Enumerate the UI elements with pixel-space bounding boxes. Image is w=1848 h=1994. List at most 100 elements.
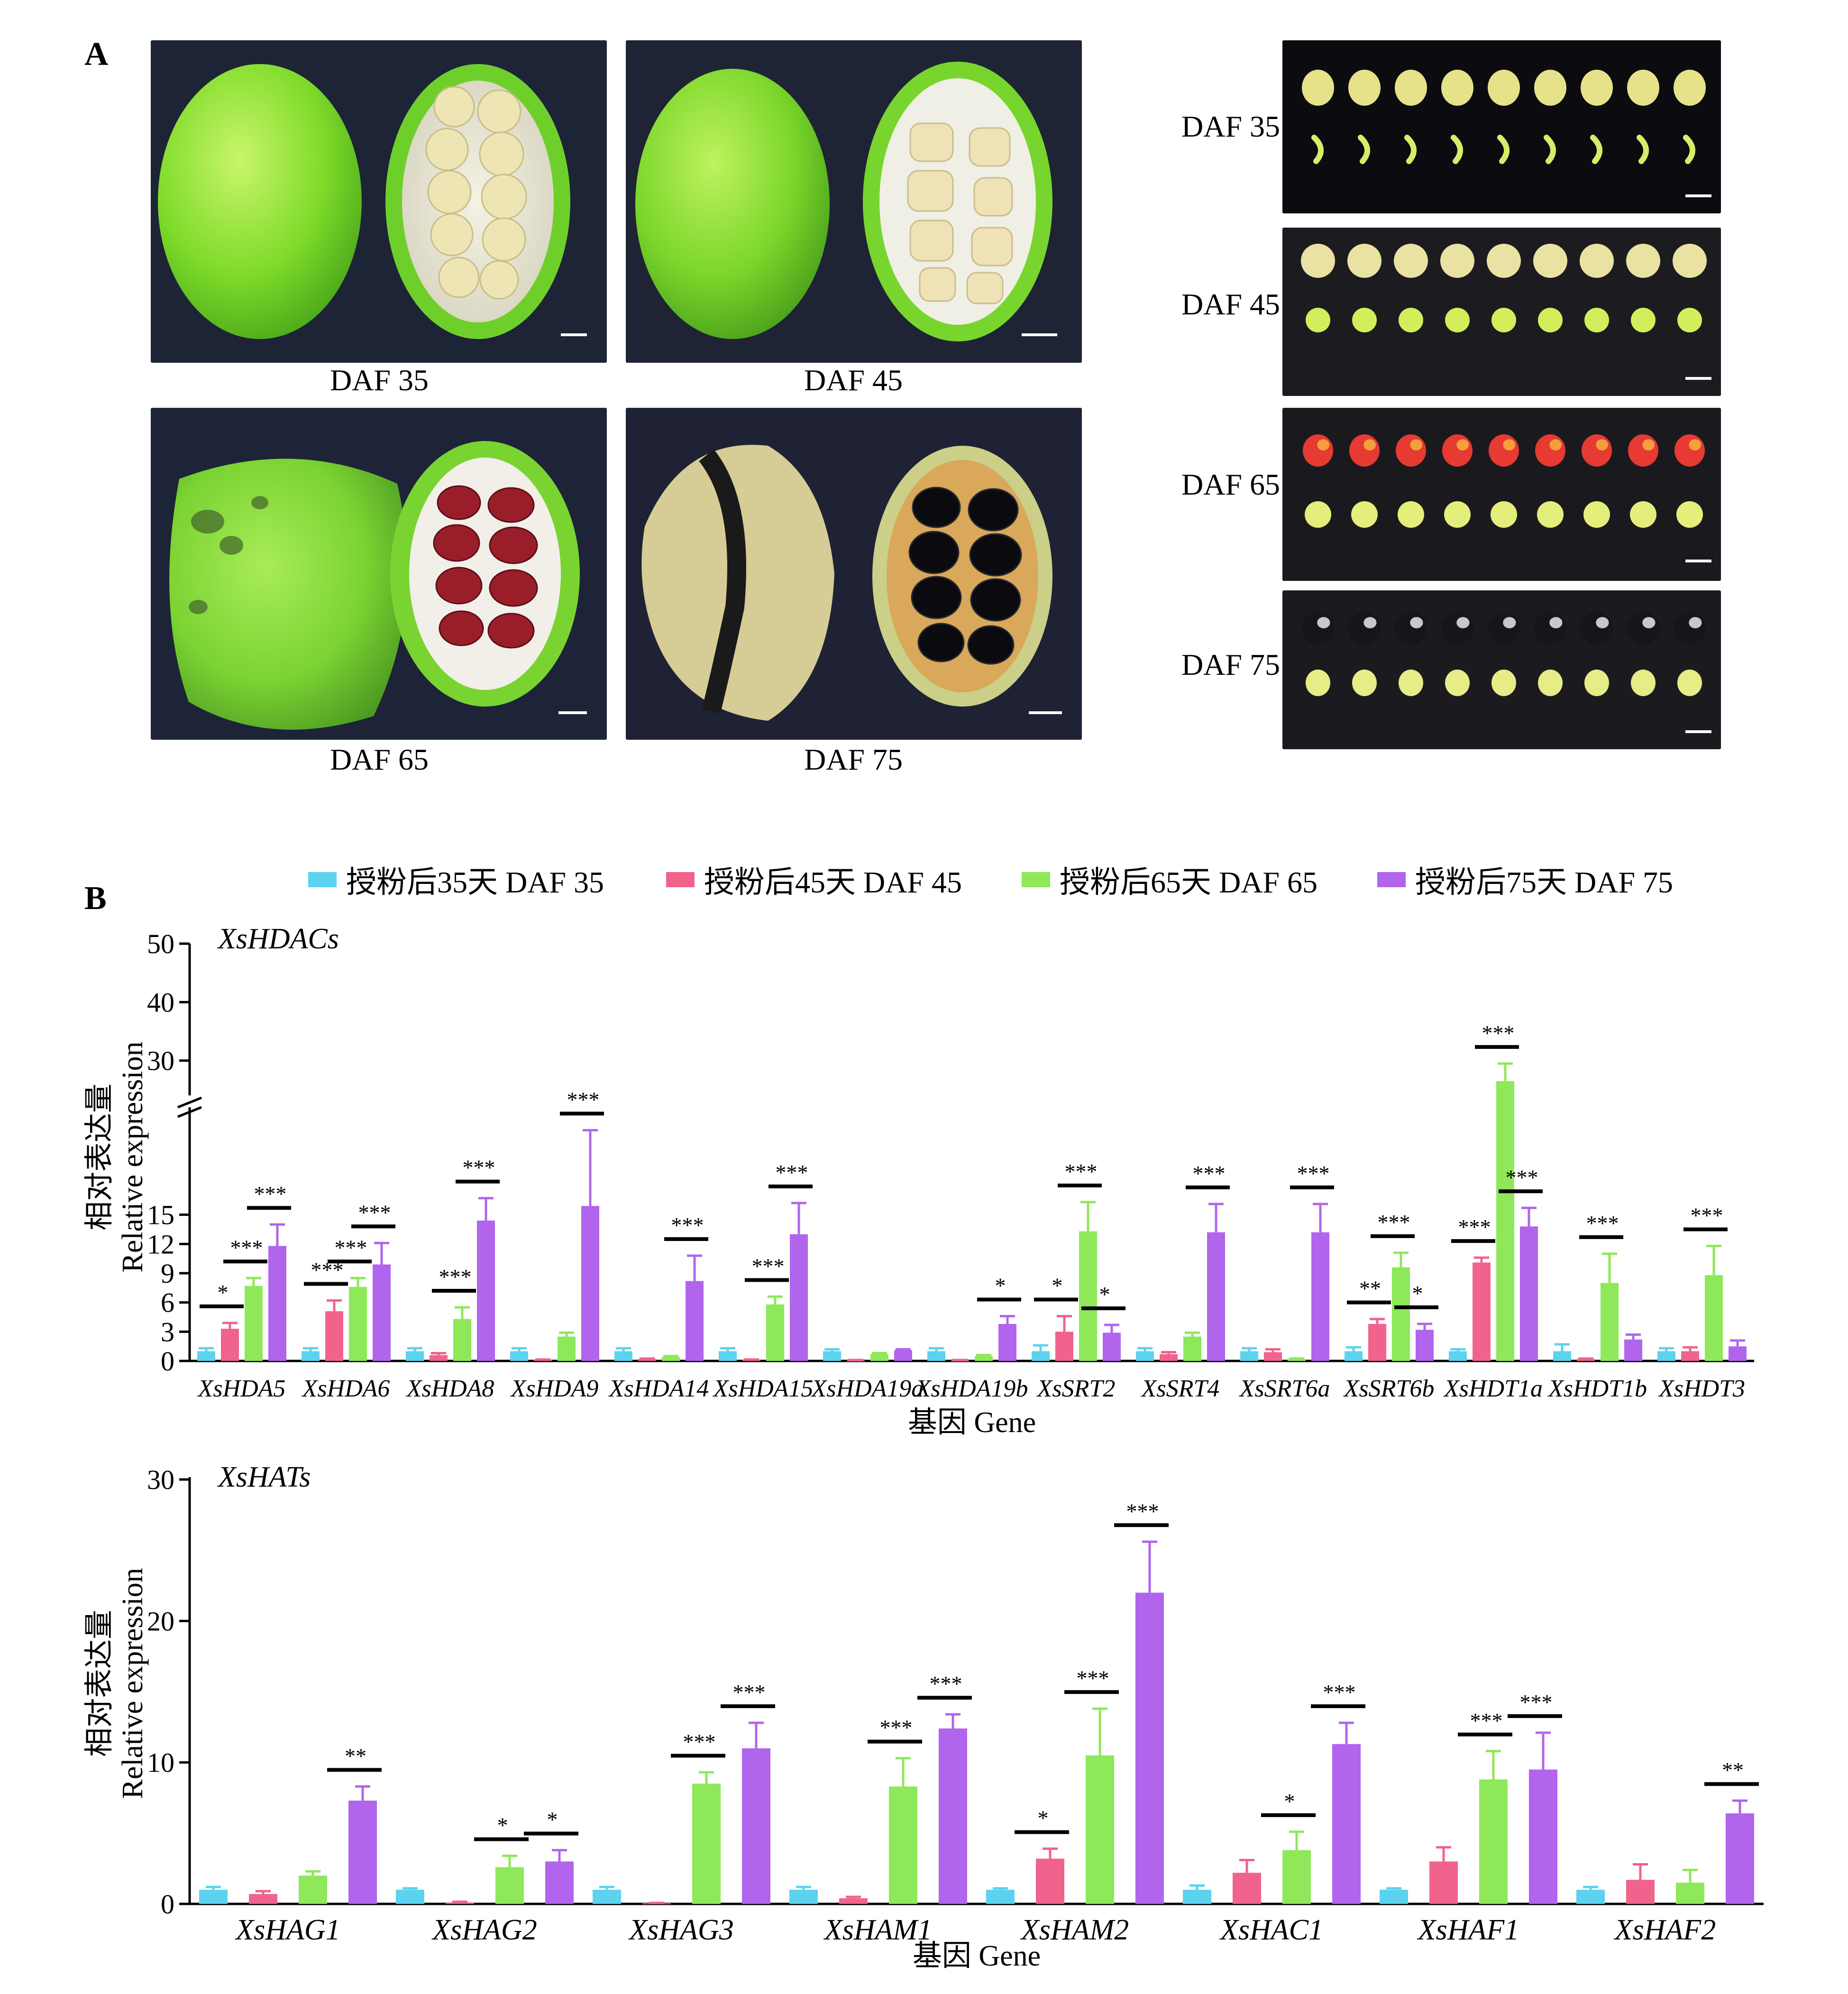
bar [614,1351,632,1361]
seed-highlight [1410,617,1423,628]
bar [839,1898,868,1904]
x-tick-label: XsHAM2 [1020,1914,1129,1946]
bar [1553,1351,1571,1361]
bar [789,1890,818,1904]
x-tick-label: XsHDT1a [1443,1375,1543,1402]
seed-shape [1533,244,1567,278]
seed [1398,501,1424,528]
seed-highlight [1549,617,1563,628]
seed-shape [1441,70,1473,106]
bar [1183,1336,1201,1361]
y-axis-tick-label: 40 [147,987,174,1018]
significance-label: ** [1722,1758,1744,1782]
seed [1534,612,1566,644]
seed-shape [1674,434,1705,467]
bar [396,1890,424,1904]
seed [1674,70,1706,106]
seed-highlight [1549,439,1562,450]
legend-label-daf65: 授粉后65天 DAF 65 [1060,865,1318,899]
significance-label: *** [335,1235,367,1259]
seed [1674,434,1705,467]
bar [245,1286,263,1361]
bar [1380,1890,1408,1904]
scale-bar [1022,333,1057,336]
bar [477,1221,495,1361]
bar [1055,1332,1073,1361]
bar [1160,1354,1178,1361]
seed-highlight [1689,439,1701,450]
significance-label: *** [1458,1215,1491,1239]
x-tick-label: XsHDA5 [197,1375,286,1402]
bar [1479,1779,1508,1904]
fruit-photo-daf35 [151,40,607,363]
significance-label: *** [776,1160,808,1185]
x-axis-label: 基因 Gene [908,1406,1036,1439]
seed [1580,244,1614,278]
seed-label-daf45: DAF 45 [1181,287,1280,321]
legend-label-daf45: 授粉后45天 DAF 45 [704,865,962,899]
x-tick-label: XsHDA19b [915,1375,1028,1402]
seed-shape [1306,670,1330,696]
fruit-photo-daf45 [626,40,1082,363]
seed-shape [1311,135,1324,164]
y-axis-tick-label: 3 [161,1316,174,1347]
legend-label-daf75: 授粉后75天 DAF 75 [1415,865,1674,899]
seed [1302,612,1334,644]
seed-shape [1302,70,1334,106]
bar [1449,1351,1467,1361]
x-tick-label: XsSRT6a [1239,1375,1330,1402]
chart-title: XsHATs [217,1461,311,1493]
hat-bar-chart: XsHATs 相对表达量 Relative expression 基因 Gene 0 10… [83,1461,1764,1972]
bar [299,1875,327,1904]
seed [1627,70,1659,106]
seed [1306,670,1330,696]
bar [1529,1769,1557,1904]
fruit-caption-daf45: DAF 45 [804,363,903,397]
bar [1729,1346,1747,1361]
bar [1086,1755,1114,1904]
bar [823,1351,841,1361]
bar [1705,1275,1723,1361]
seed-shape [1395,612,1427,644]
seed-shape [1637,135,1649,164]
seed [1394,244,1428,278]
y-axis-tick-label: 20 [147,1606,174,1636]
legend-swatch-daf35 [308,872,337,887]
y-axis-tick-label: 15 [147,1200,174,1231]
seed [1674,612,1706,644]
x-axis-label: 基因 Gene [913,1940,1041,1972]
significance-label: * [218,1280,229,1305]
significance-label: *** [1126,1499,1159,1523]
bar [1233,1873,1261,1904]
bar [1183,1890,1211,1904]
seed-shape [1491,501,1517,528]
significance-label: *** [1506,1165,1538,1189]
seed [1537,501,1564,528]
seed-shape [1347,244,1381,278]
bar [939,1728,967,1904]
seed-shape [1628,434,1658,467]
seed-shape [1626,244,1660,278]
bar [1392,1267,1410,1361]
bar [1626,1880,1655,1904]
significance-label: *** [1470,1709,1503,1733]
bar [742,1748,770,1904]
significance-label: *** [1520,1690,1553,1714]
significance-label: *** [1691,1203,1723,1227]
seed-shape [1358,135,1370,164]
seed [1630,501,1656,528]
seed-shape [1306,308,1330,332]
seed [1348,70,1381,106]
seed-shape [1348,70,1381,106]
seed-shape [1398,501,1424,528]
seed [1497,135,1510,164]
bar [1288,1359,1306,1361]
y-axis-label-en: Relative expression [117,1041,149,1272]
seed-shape [1399,670,1423,696]
seed-label-daf65: DAF 65 [1181,468,1280,501]
seed-highlight [1317,439,1329,450]
seed-photo-daf45 [1282,228,1721,396]
scale-bar [1685,194,1711,197]
bar [1240,1351,1258,1361]
y-axis-tick-label: 10 [147,1747,174,1778]
